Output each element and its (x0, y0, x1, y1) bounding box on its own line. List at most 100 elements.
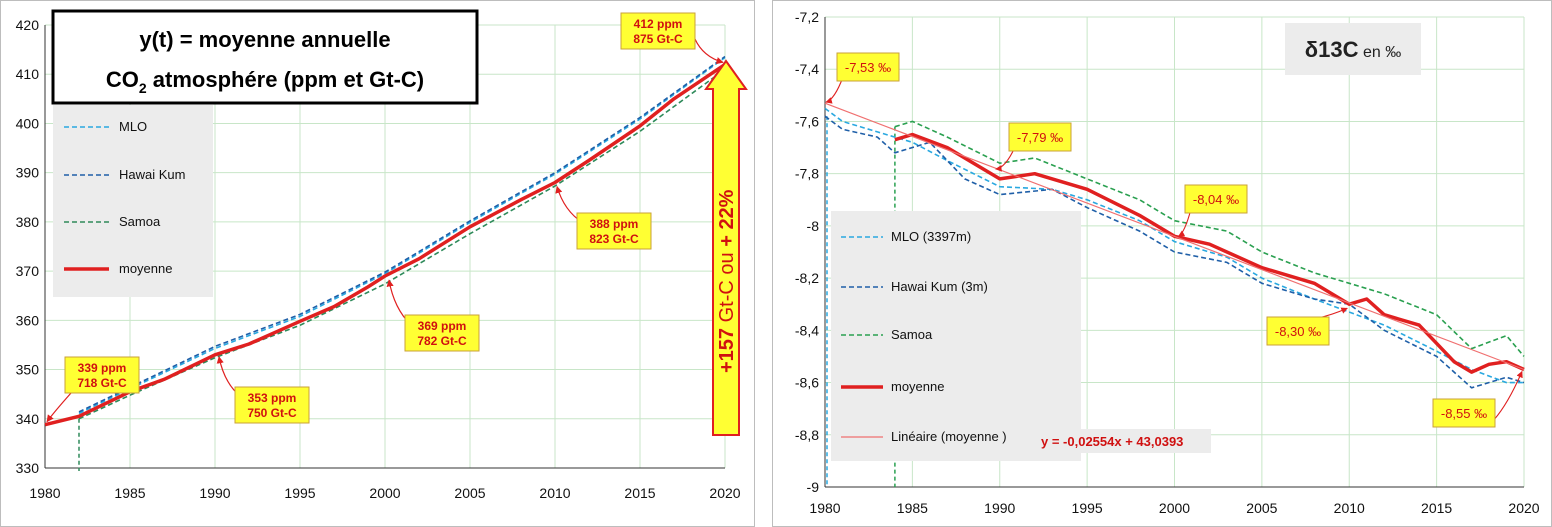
annotation-gtc: 750 Gt-C (247, 406, 297, 420)
annotation-ppm: 388 ppm (590, 217, 639, 231)
annotation-ppm: 412 ppm (634, 17, 683, 31)
y-tick-label: 370 (16, 263, 40, 279)
chart-title-line-1: y(t) = moyenne annuelle (139, 27, 390, 52)
co2-chart: 330 340 350 360 370 380 390 400 410 420 1980 1985 19… (16, 9, 748, 501)
series-line-hawai-kum-3m- (824, 115, 1525, 389)
annotation-gtc: 782 Gt-C (417, 334, 467, 348)
annotation-arrow (694, 38, 724, 65)
annotation-box (1008, 122, 1072, 152)
y-tick-label: -8,2 (795, 270, 819, 286)
y-tick-label: -8 (807, 218, 820, 234)
x-tick-label: 2015 (624, 485, 655, 501)
annotation-box (1432, 398, 1496, 428)
annotation-box (234, 386, 310, 424)
title-subscript: 2 (139, 80, 147, 96)
x-tick-label: 1980 (809, 500, 840, 516)
legend-box (831, 211, 1081, 461)
y-tick-label: 380 (16, 214, 40, 230)
co2-chart-panel: 330 340 350 360 370 380 390 400 410 420 1980 1985 19… (0, 0, 755, 527)
legend-label: Samoa (119, 214, 161, 229)
chart-title: δ13C en ‰ (1305, 37, 1401, 62)
increase-arrow-label: +157 Gt-C ou + 22% (716, 189, 738, 373)
title-co: CO (106, 67, 139, 92)
series-line-moyenne (894, 132, 1525, 374)
x-tick-label: 1985 (897, 500, 928, 516)
legend-label: moyenne (891, 379, 944, 394)
increase-percent: + 22% (716, 189, 738, 246)
annotation-value: -8,04 ‰ (1193, 192, 1239, 207)
chart-title-box (51, 9, 479, 105)
trend-equation-box (1035, 429, 1211, 453)
chart-title-box (1285, 23, 1421, 75)
x-tick-label: 2005 (1246, 500, 1277, 516)
increase-gtc: +157 (716, 328, 738, 373)
annotation-gtc: 875 Gt-C (633, 32, 683, 46)
x-tick-label: 1990 (199, 485, 230, 501)
annotation-value: -8,55 ‰ (1441, 406, 1487, 421)
series-line-mlo (78, 56, 726, 415)
trend-equation: y = -0,02554x + 43,0393 (1041, 434, 1183, 449)
series-line-samoa (894, 120, 1525, 357)
title-unit: en ‰ (1359, 44, 1402, 61)
x-tick-label: 1995 (284, 485, 315, 501)
series-line-moyenne (44, 62, 726, 427)
y-tick-label: -8,6 (795, 375, 819, 391)
x-tick-label: 2015 (1421, 500, 1452, 516)
y-tick-label: -7,2 (795, 9, 819, 25)
legend-label: MLO (119, 119, 147, 134)
x-tick-label: 2010 (1334, 500, 1365, 516)
series-line-mlo-3397m- (824, 107, 1524, 384)
y-tick-label: -8,8 (795, 427, 819, 443)
title-rest: atmosphére (ppm et Gt-C) (147, 67, 424, 92)
x-tick-label: 1995 (1072, 500, 1103, 516)
annotation-box (1266, 316, 1330, 346)
x-tick-label: 2020 (709, 485, 740, 501)
legend-label: Hawai Kum (3m) (891, 279, 988, 294)
y-tick-label: 390 (16, 165, 40, 181)
annotation-ppm: 339 ppm (78, 361, 127, 375)
x-tick-label: 1985 (114, 485, 145, 501)
annotation-value: -7,53 ‰ (845, 60, 891, 75)
legend-label: MLO (3397m) (891, 229, 971, 244)
legend-label: Hawai Kum (119, 167, 185, 182)
annotation-arrow (46, 392, 72, 423)
y-tick-label: 420 (16, 17, 40, 33)
x-tick-label: 1990 (984, 500, 1015, 516)
annotation-box (576, 212, 652, 250)
x-tick-label: 1980 (29, 485, 60, 501)
annotation-ppm: 353 ppm (248, 391, 297, 405)
d13c-chart: -9 -8,8 -8,6 -8,4 -8,2 -8 -7,8 -7,6 -7,4 -7,2 1980… (795, 9, 1540, 516)
annotation-ppm: 369 ppm (418, 319, 467, 333)
y-tick-label: 330 (16, 460, 40, 476)
chart-title-line-2: CO2 atmosphére (ppm et Gt-C) (106, 67, 424, 96)
y-tick-label: 400 (16, 115, 40, 131)
increase-middle: Gt-C ou (716, 247, 738, 328)
y-tick-label: -7,8 (795, 166, 819, 182)
annotation-box (836, 52, 900, 82)
legend-label: Samoa (891, 327, 933, 342)
annotation-box (620, 12, 696, 50)
series-line-hawai-kum (78, 55, 726, 413)
x-tick-label: 2005 (454, 485, 485, 501)
annotation-gtc: 823 Gt-C (589, 232, 639, 246)
annotation-value: -7,79 ‰ (1017, 130, 1063, 145)
y-tick-label: 360 (16, 312, 40, 328)
y-tick-label: -8,4 (795, 322, 819, 338)
y-tick-label: 350 (16, 362, 40, 378)
legend-label: Linéaire (moyenne ) (891, 429, 1007, 444)
annotation-box (404, 314, 480, 352)
x-tick-label: 2000 (369, 485, 400, 501)
legend-label: moyenne (119, 261, 172, 276)
title-delta: δ13C (1305, 37, 1359, 62)
annotation-value: -8,30 ‰ (1275, 324, 1321, 339)
y-tick-label: -7,6 (795, 113, 819, 129)
annotation-box (1184, 184, 1248, 214)
x-tick-label: 2020 (1508, 500, 1539, 516)
annotation-gtc: 718 Gt-C (77, 376, 127, 390)
y-tick-label: 410 (16, 66, 40, 82)
increase-arrow (704, 59, 748, 436)
legend-box (53, 105, 213, 297)
y-tick-label: -7,4 (795, 61, 819, 77)
y-tick-label: -9 (807, 479, 820, 495)
d13c-chart-panel: -9 -8,8 -8,6 -8,4 -8,2 -8 -7,8 -7,6 -7,4 -7,2 1980… (772, 0, 1552, 527)
